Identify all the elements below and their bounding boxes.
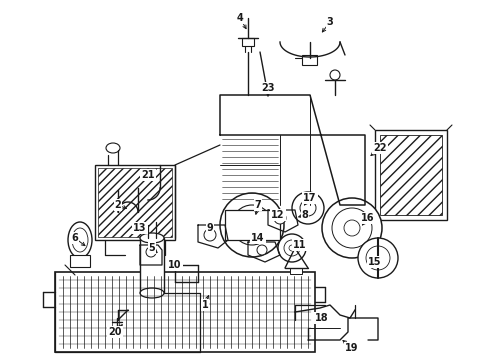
- Text: 11: 11: [293, 240, 307, 250]
- Ellipse shape: [220, 193, 284, 257]
- Ellipse shape: [358, 238, 398, 278]
- Text: 20: 20: [108, 327, 122, 337]
- Ellipse shape: [330, 70, 340, 80]
- Bar: [55, 272, 315, 352]
- Ellipse shape: [274, 212, 286, 224]
- Text: 7: 7: [255, 200, 261, 210]
- Ellipse shape: [106, 143, 120, 153]
- Text: 22: 22: [373, 143, 387, 153]
- Ellipse shape: [284, 240, 300, 256]
- Ellipse shape: [232, 205, 272, 245]
- Bar: [140, 238, 164, 293]
- Ellipse shape: [332, 208, 372, 248]
- Text: 16: 16: [361, 213, 375, 223]
- Bar: [95, 165, 175, 240]
- Text: 9: 9: [207, 223, 213, 233]
- Bar: [302, 55, 317, 65]
- Ellipse shape: [72, 228, 88, 252]
- Ellipse shape: [244, 217, 260, 233]
- Text: 10: 10: [168, 260, 182, 270]
- Text: 23: 23: [261, 83, 275, 93]
- Text: 1: 1: [201, 300, 208, 310]
- Ellipse shape: [322, 198, 382, 258]
- Text: 21: 21: [141, 170, 155, 180]
- Bar: [290, 268, 302, 274]
- Text: 2: 2: [115, 200, 122, 210]
- Bar: [375, 130, 447, 220]
- Text: 12: 12: [271, 210, 285, 220]
- Text: 19: 19: [345, 343, 359, 353]
- Bar: [70, 255, 90, 267]
- Text: 5: 5: [148, 243, 155, 253]
- Bar: [225, 210, 280, 240]
- Bar: [242, 38, 254, 46]
- Text: 15: 15: [368, 257, 382, 267]
- Ellipse shape: [204, 229, 216, 241]
- Bar: [98, 168, 172, 237]
- Ellipse shape: [278, 234, 306, 262]
- Ellipse shape: [257, 245, 267, 255]
- Text: 4: 4: [237, 13, 244, 23]
- Bar: [380, 135, 442, 215]
- Text: 6: 6: [72, 233, 78, 243]
- Ellipse shape: [68, 222, 92, 258]
- Ellipse shape: [366, 246, 390, 270]
- Text: 8: 8: [301, 210, 308, 220]
- Text: 14: 14: [251, 233, 265, 243]
- Ellipse shape: [146, 247, 156, 257]
- Ellipse shape: [292, 192, 324, 224]
- Text: 13: 13: [133, 223, 147, 233]
- Text: 3: 3: [327, 17, 333, 27]
- Ellipse shape: [300, 200, 316, 216]
- Text: 18: 18: [315, 313, 329, 323]
- Ellipse shape: [140, 233, 164, 243]
- Ellipse shape: [140, 288, 164, 298]
- Ellipse shape: [344, 220, 360, 236]
- Text: 17: 17: [303, 193, 317, 203]
- Ellipse shape: [289, 245, 295, 251]
